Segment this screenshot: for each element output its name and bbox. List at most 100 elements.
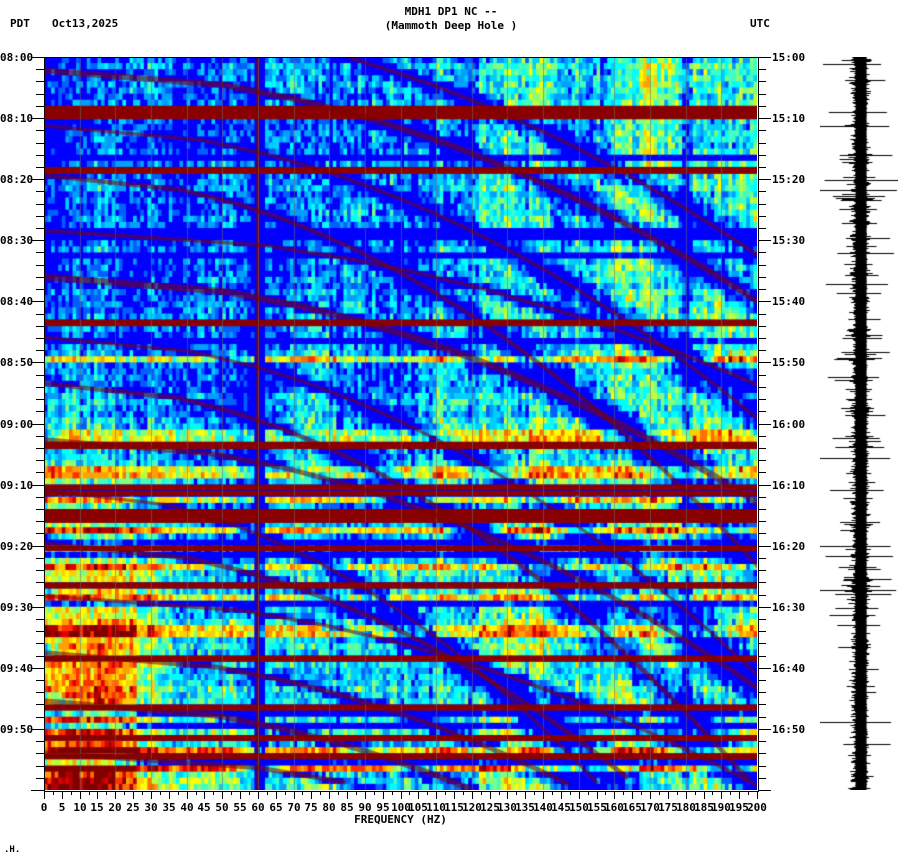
time-label-utc: 15:10: [772, 112, 806, 125]
time-tick-minor: [758, 582, 766, 583]
freq-tick-minor: [213, 791, 214, 795]
station-title: MDH1 DP1 NC --: [404, 5, 498, 18]
freq-tick-major: [169, 791, 170, 799]
freq-tick-major: [757, 791, 758, 799]
freq-tick-minor: [196, 791, 197, 795]
time-tick-minor: [36, 326, 44, 327]
time-tick-minor: [758, 350, 766, 351]
freq-tick-minor: [659, 791, 660, 795]
freq-tick-major: [686, 791, 687, 799]
time-tick-minor: [36, 350, 44, 351]
freq-tick-major: [187, 791, 188, 799]
freq-tick-minor: [356, 791, 357, 795]
freq-tick-major: [151, 791, 152, 799]
time-tick-major: [758, 118, 771, 119]
station-subtitle: (Mammoth Deep Hole ): [384, 19, 518, 32]
freq-tick-major: [222, 791, 223, 799]
freq-tick-minor: [748, 791, 749, 795]
frequency-tick-label: 120: [462, 801, 482, 814]
freq-tick-minor: [285, 791, 286, 795]
time-label-utc: 16:30: [772, 601, 806, 614]
freq-tick-major: [115, 791, 116, 799]
time-tick-minor: [36, 643, 44, 644]
freq-tick-major: [276, 791, 277, 799]
freq-tick-minor: [178, 791, 179, 795]
time-tick-major: [758, 485, 771, 486]
time-tick-minor: [758, 375, 766, 376]
time-tick-minor: [758, 130, 766, 131]
time-axis-pdt: 08:00 08:10 08:20 08:30 08:40 08:50 09:00 09:10…: [0, 0, 44, 864]
time-tick-minor: [758, 533, 766, 534]
time-label-utc: 16:50: [772, 723, 806, 736]
time-tick-minor: [36, 338, 44, 339]
time-tick-minor: [36, 753, 44, 754]
frequency-tick-label: 155: [587, 801, 607, 814]
freq-tick-major: [204, 791, 205, 799]
freq-tick-minor: [231, 791, 232, 795]
time-label-pdt: 09:10: [0, 479, 34, 492]
time-tick-minor: [36, 228, 44, 229]
time-tick-minor: [758, 69, 766, 70]
timezone-label-left: PDT: [10, 17, 30, 30]
time-tick-minor: [758, 436, 766, 437]
time-tick-minor: [758, 265, 766, 266]
time-label-pdt: 08:20: [0, 173, 34, 186]
time-tick-minor: [758, 460, 766, 461]
time-tick-minor: [758, 680, 766, 681]
freq-tick-major: [311, 791, 312, 799]
time-tick-major: [758, 362, 771, 363]
time-tick-minor: [36, 265, 44, 266]
freq-tick-major: [561, 791, 562, 799]
freq-tick-minor: [338, 791, 339, 795]
time-label-pdt: 08:50: [0, 356, 34, 369]
frequency-tick-label: 185: [694, 801, 714, 814]
time-label-pdt: 08:00: [0, 51, 34, 64]
freq-tick-minor: [552, 791, 553, 795]
frequency-tick-label: 160: [604, 801, 624, 814]
spectrogram-plot[interactable]: [44, 57, 757, 790]
time-tick-major: [31, 362, 44, 363]
frequency-tick-label: 125: [480, 801, 500, 814]
time-tick-minor: [758, 338, 766, 339]
time-tick-minor: [36, 741, 44, 742]
time-label-utc: 15:50: [772, 356, 806, 369]
frequency-tick-label: 10: [73, 801, 87, 814]
frequency-tick-label: 70: [287, 801, 301, 814]
time-tick-major: [31, 179, 44, 180]
time-tick-minor: [36, 533, 44, 534]
freq-tick-major: [525, 791, 526, 799]
freq-tick-major: [490, 791, 491, 799]
frequency-tick-label: 115: [444, 801, 464, 814]
time-tick-major: [31, 240, 44, 241]
time-label-pdt: 09:30: [0, 601, 34, 614]
freq-tick-minor: [712, 791, 713, 795]
time-tick-minor: [758, 94, 766, 95]
time-tick-major: [758, 607, 771, 608]
freq-tick-major: [632, 791, 633, 799]
frequency-tick-label: 65: [269, 801, 283, 814]
time-tick-minor: [758, 509, 766, 510]
time-tick-minor: [36, 570, 44, 571]
freq-tick-major: [44, 791, 45, 799]
amplitude-trace-canvas: [820, 57, 898, 790]
time-tick-minor: [36, 399, 44, 400]
time-tick-major: [758, 179, 771, 180]
time-label-pdt: 08:30: [0, 234, 34, 247]
time-tick-minor: [36, 387, 44, 388]
freq-tick-minor: [409, 791, 410, 795]
time-label-utc: 16:10: [772, 479, 806, 492]
frequency-tick-label: 180: [676, 801, 696, 814]
frequency-tick-label: 20: [108, 801, 122, 814]
time-tick-minor: [36, 436, 44, 437]
time-tick-minor: [36, 81, 44, 82]
freq-tick-major: [721, 791, 722, 799]
time-label-pdt: 09:40: [0, 662, 34, 675]
frequency-tick-label: 135: [515, 801, 535, 814]
frequency-axis: 0 5 10 15 20 25 30 35 40 45 50 55 60 65 70 75 80 85 90 95 10…: [0, 790, 902, 864]
freq-tick-minor: [124, 791, 125, 795]
freq-tick-minor: [320, 791, 321, 795]
time-tick-major: [758, 668, 771, 669]
time-label-utc: 15:00: [772, 51, 806, 64]
time-tick-minor: [758, 643, 766, 644]
freq-tick-major: [383, 791, 384, 799]
